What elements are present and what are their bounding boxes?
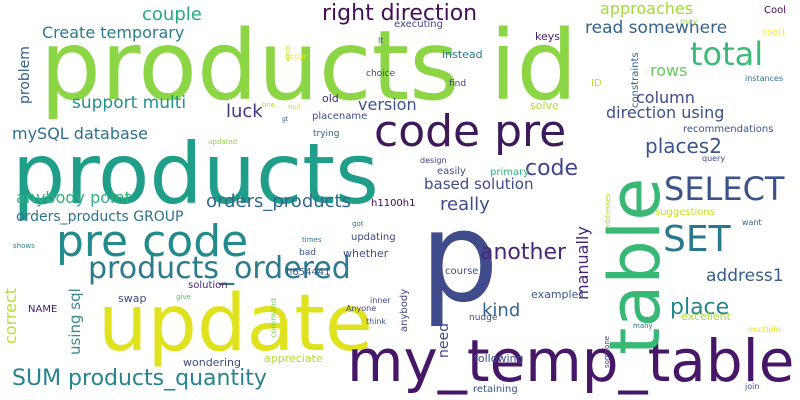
word-old: old [322,92,339,105]
word-id: ID [591,78,602,89]
word-code: code [525,156,579,181]
word-rows: rows [650,61,688,80]
word-address1: address1 [706,266,784,286]
word-anyone: Anyone [346,304,377,313]
word-want: want [742,218,762,227]
word-instead: instead [442,48,483,61]
word-got: got [352,220,364,228]
word-products: products [12,125,379,223]
word-cool1: cool1 [762,28,787,38]
word-retaining: retaining [473,384,518,395]
word-primary: primary [490,167,530,178]
word-lt: lt [378,36,384,45]
word-gt: gt [282,116,289,123]
word-bad: bad [299,248,316,258]
word-right-direction: right direction [322,1,478,26]
word-h1100h1: h1100h1 [371,198,416,209]
word-direction-using: direction using [606,103,725,122]
word-update: update [98,279,373,369]
word-based-solution: based solution [424,175,534,193]
word-pre-code: pre code [56,216,249,267]
word-wondering: wondering [183,356,241,369]
word-one: one [262,101,276,109]
word-many: many [633,322,653,330]
word-addresses: addresses [604,193,612,229]
word-using-sql: using sql [66,288,84,355]
word-recommendations: recommendations [683,124,774,135]
word-keys: keys [535,30,560,43]
word-following: following [474,352,524,365]
word-anybody-point: anybody point [16,188,131,207]
word-think: think [366,317,387,326]
word-set: SET [663,219,731,260]
word-design: design [420,156,447,165]
word-anybody: anybody [399,288,410,332]
word-products-id: products id [40,10,578,122]
word-updating: updating [351,232,396,243]
word-trying: trying [313,129,340,139]
word-support-multi: support multi [72,93,187,113]
word-products-ordered: products_ordered [88,251,351,286]
word-p: p [420,186,499,330]
word-null: null [288,103,301,111]
word-problem: problem [17,46,33,104]
word-another: another [480,240,567,265]
word-cool: Cool [764,5,786,16]
word-name: NAME [28,304,58,315]
word-suggestions: suggestions [655,207,715,218]
word-kind: kind [482,300,521,321]
word-couple: couple [142,4,202,25]
word-command: command [269,298,278,338]
word-h654441: h654441 [286,267,331,278]
word-excellent: excellent [681,310,731,323]
word-multiple: multiple [748,325,781,334]
word-sum-products-quantity: SUM products_quantity [12,366,267,391]
word-course: course [445,266,479,277]
word-my-temp-table: my_temp_table [347,327,795,395]
word-solve: solve [530,99,559,112]
word-find: find [449,79,467,89]
word-shows: shows [13,242,35,250]
word-query: query [702,154,726,163]
word-select: SELECT [664,170,785,208]
word-solution: solution [188,280,228,291]
word-times: times [302,236,322,244]
word-instances: instances [745,74,784,83]
word-mysql-database: mySQL database [12,124,148,143]
word-place: place [670,295,730,320]
word-may: may [680,17,698,26]
word-column: column [636,88,695,107]
word-create-temporary: Create temporary [42,23,185,42]
word-example1: example1 [531,288,586,301]
word-updated: updated [208,138,238,146]
word-places2: places2 [645,134,722,158]
word-total: total [690,35,764,73]
word-appreciate: appreciate [264,352,323,365]
word-orders-products: orders_products [206,191,351,212]
word-orders-products-group: orders_products GROUP [16,209,184,225]
word-placename: placename [312,111,368,122]
word-give: give [176,293,191,301]
word-someone: someone [603,335,611,368]
word-luck: luck [226,101,263,122]
word-need: need [436,323,452,358]
word-swap: swap [118,292,147,305]
word-constraints: constraints [630,52,641,108]
word-code-pre: code pre [374,106,567,157]
word-nudge: nudge [469,313,498,323]
word-executing: executing [394,19,443,30]
word-join: join [745,382,760,391]
word-easily: easily [437,166,466,177]
word-read-somewhere: read somewhere [585,18,728,38]
word-occur: occur [285,52,308,61]
word-version: version [358,95,417,114]
word-correct: correct [1,287,20,344]
word-approaches: approaches [600,0,694,18]
word-choice: choice [366,69,396,79]
word-really: really [440,194,490,215]
word-whether: whether [343,247,389,260]
word-inner: inner [370,296,391,305]
word-work: work [284,45,292,62]
